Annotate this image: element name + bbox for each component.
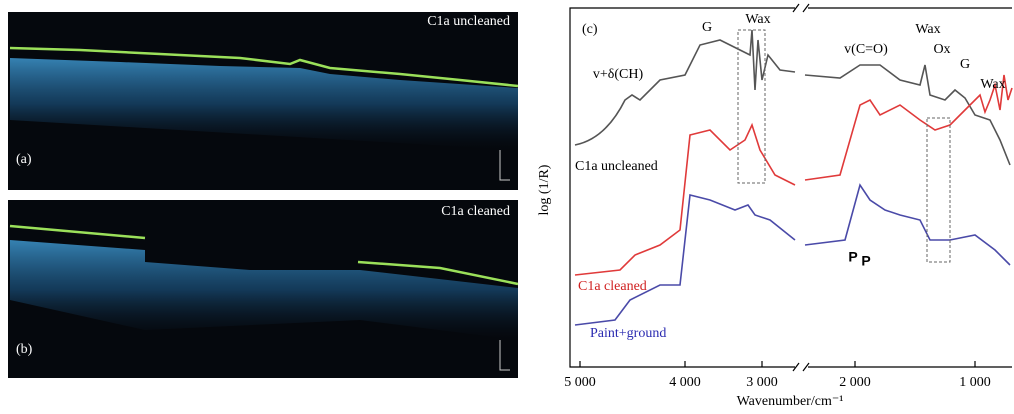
caption: C1a cleaned xyxy=(441,204,510,219)
oct-scatter xyxy=(10,240,518,340)
x-tick-label: 5 000 xyxy=(564,375,596,390)
surface-line xyxy=(9,46,519,88)
panel-b: C1a cleaned (b) xyxy=(8,200,519,378)
axis-break xyxy=(792,3,810,372)
spectrum-uncleaned xyxy=(574,29,796,146)
scale-bar xyxy=(499,150,510,181)
x-tick-label: 3 000 xyxy=(746,375,778,390)
oct-scatter xyxy=(10,58,518,150)
panel-letter: (c) xyxy=(582,22,598,37)
surface-line xyxy=(357,260,519,286)
axis-frame xyxy=(569,7,795,368)
caption: C1a uncleaned xyxy=(427,14,510,29)
spectrum-uncleaned xyxy=(804,64,1011,166)
scale-bar xyxy=(499,340,510,371)
surface-line xyxy=(9,224,146,240)
spectrum-cleaned xyxy=(804,74,1013,181)
annotation: v(C=O) xyxy=(844,42,888,57)
annotation: Wax xyxy=(980,77,1005,92)
annotation: G xyxy=(702,20,712,35)
x-tick-label: 2 000 xyxy=(839,375,871,390)
curve-label: C1a cleaned xyxy=(578,279,647,294)
spectrum-paint xyxy=(804,183,1011,266)
curve-label: Paint+ground xyxy=(590,326,666,341)
x-tick-label: 1 000 xyxy=(959,375,991,390)
x-axis-label: Wavenumber/cm⁻¹ xyxy=(737,394,844,409)
spectrum-paint xyxy=(574,194,796,326)
spectrum-cleaned xyxy=(574,122,796,276)
panel-a: C1a uncleaned (a) xyxy=(8,12,519,190)
x-tick-label: 4 000 xyxy=(669,375,701,390)
highlight-box xyxy=(737,29,766,184)
curve-label: C1a uncleaned xyxy=(575,159,658,174)
annotation: Wax xyxy=(915,22,940,37)
panel-c: (c) log (1/R) Wavenumber/cm⁻¹ 5 000 4 000… xyxy=(537,3,1013,409)
y-axis-label: log (1/R) xyxy=(537,164,552,215)
annotation: P xyxy=(861,253,870,269)
highlight-box xyxy=(926,117,951,263)
annotation: Ox xyxy=(933,42,950,57)
annotation: G xyxy=(960,57,970,72)
annotation: Wax xyxy=(745,12,770,27)
axis-frame xyxy=(808,7,1012,368)
x-ticks xyxy=(579,361,976,367)
annotation: P xyxy=(848,249,857,265)
panel-letter: (b) xyxy=(16,342,33,357)
panel-letter: (a) xyxy=(16,152,32,167)
annotation: v+δ(CH) xyxy=(593,67,644,82)
